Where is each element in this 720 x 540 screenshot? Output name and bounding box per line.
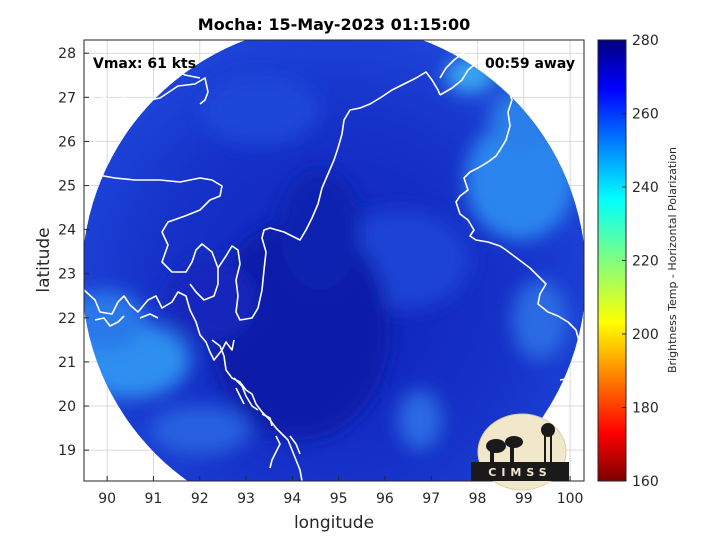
x-tick-label: 97 [422,491,440,507]
x-tick-labels: 90 91 92 93 94 95 96 97 98 99 100 [98,476,583,507]
y-axis-label: latitude [34,227,54,292]
y-tick-label: 26 [58,134,76,150]
plot-area [84,40,584,481]
colorbar-tick-labels: 280 260 240 220 200 180 160 [622,33,659,490]
vmax-label: Vmax: 61 kts [93,56,196,72]
water-tower-icon [541,423,555,437]
colorbar-tick-label: 200 [632,327,659,343]
x-tick-label: 93 [237,491,255,507]
x-tick-label: 98 [469,491,487,507]
y-tick-label: 28 [58,46,76,62]
colorbar-tick-label: 240 [632,180,659,196]
satellite-dish-icon [486,439,506,453]
cimss-logo: CIMSS [471,413,569,491]
x-tick-label: 92 [191,491,209,507]
y-tick-label: 25 [58,179,76,195]
y-tick-label: 27 [58,90,76,106]
x-tick-label: 91 [145,491,163,507]
coastlines [84,41,584,481]
colorbar-tick-label: 280 [632,33,659,49]
time-away-label: 00:59 away [485,56,575,72]
x-tick-label: 99 [515,491,533,507]
y-tick-label: 24 [58,223,76,239]
colorbar: 280 260 240 220 200 180 160 Brightness Temp - … [597,33,679,490]
y-tick-label: 23 [58,267,76,283]
x-tick-label: 96 [376,491,394,507]
x-tick-label: 90 [98,491,116,507]
logo-text: CIMSS [488,466,551,479]
colorbar-label: Brightness Temp - Horizontal Polarizatio… [666,147,679,373]
y-tick-label: 20 [58,399,76,415]
x-tick-label: 94 [283,491,301,507]
brightness-field [84,40,584,481]
colorbar-tick-label: 260 [632,107,659,123]
colorbar-tick-label: 160 [632,474,659,490]
axes-frame [83,39,585,482]
x-tick-label: 95 [330,491,348,507]
y-tick-labels: 19 20 21 22 23 24 25 26 27 28 [58,46,89,459]
y-tick-label: 22 [58,311,76,327]
x-tick-label: 100 [557,491,584,507]
colorbar-tick-label: 220 [632,254,659,270]
chart-title: Mocha: 15-May-2023 01:15:00 [198,15,470,34]
colorbar-scale [597,39,627,482]
colorbar-tick-label: 180 [632,401,659,417]
y-tick-label: 19 [58,443,76,459]
x-axis-label: longitude [294,513,374,533]
y-tick-label: 21 [58,355,76,371]
